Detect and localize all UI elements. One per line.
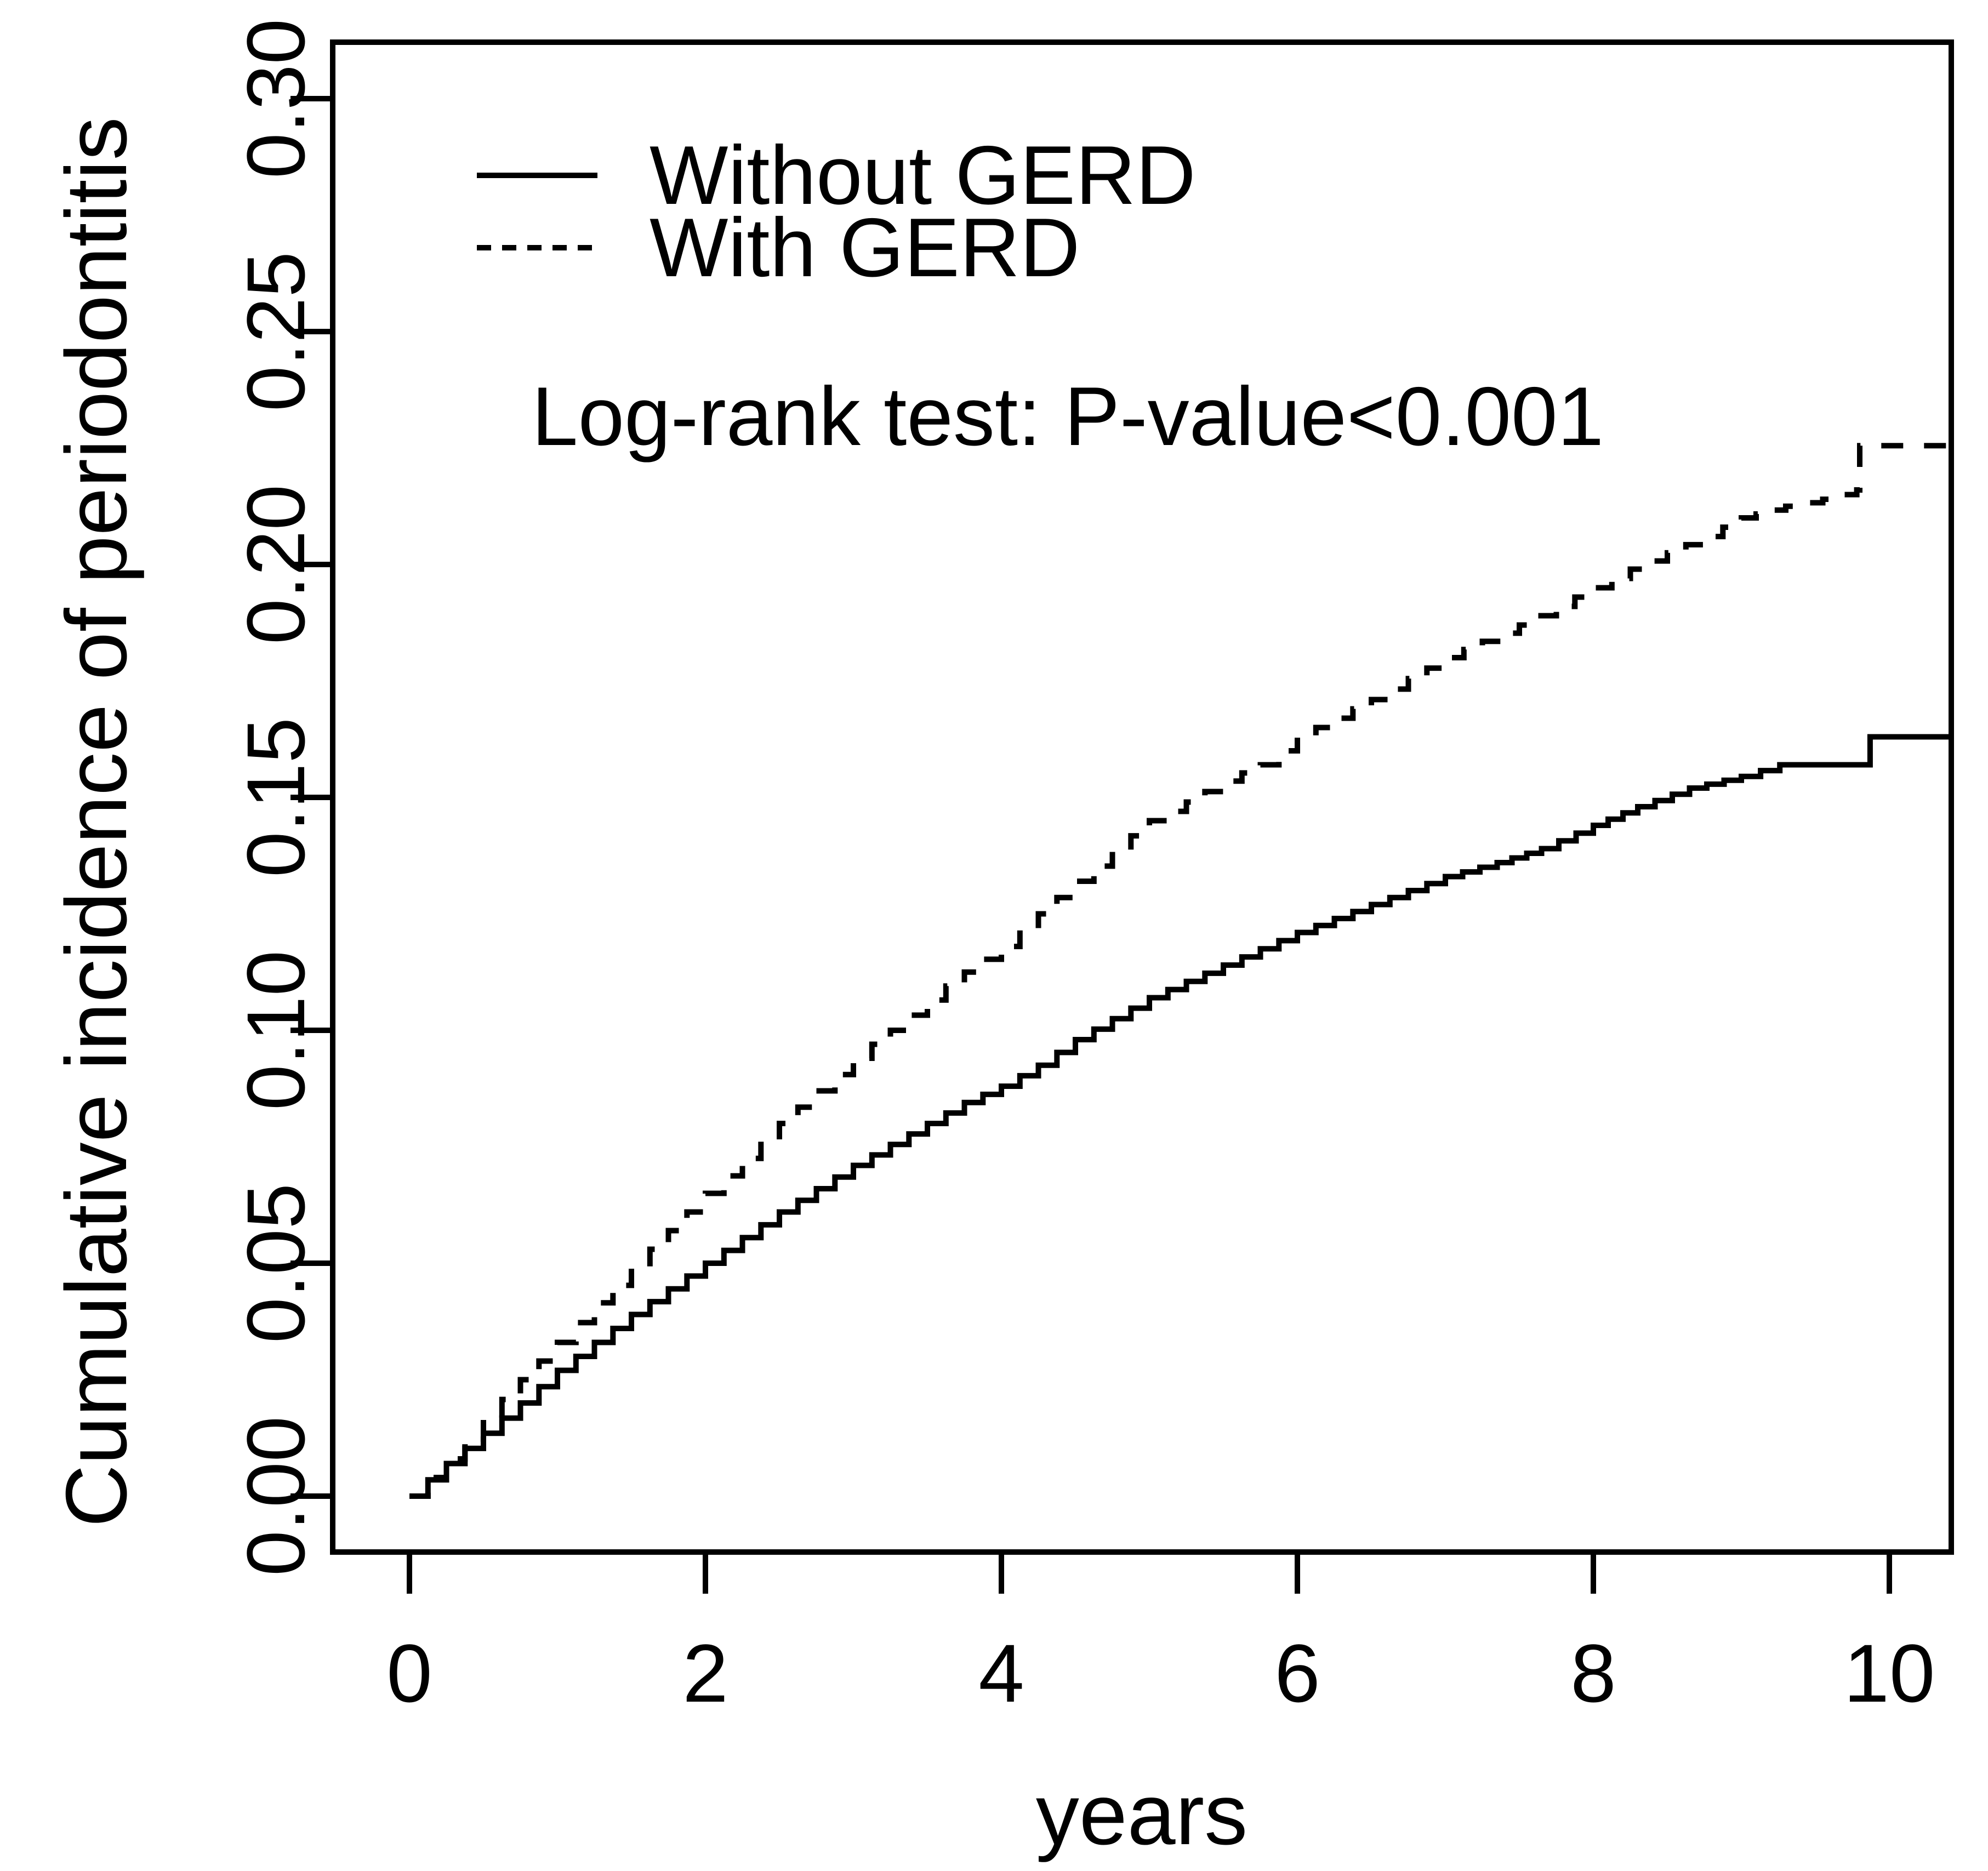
legend-label-without-gerd: Without GERD: [650, 129, 1196, 222]
data-curves: [409, 443, 1952, 1499]
x-tick-label: 4: [978, 1627, 1024, 1719]
y-tick-label: 0.20: [230, 484, 322, 644]
y-axis-ticks: 0.00 0.05 0.10 0.15 0.20 0.25 0.30: [230, 19, 333, 1576]
y-tick-label: 0.10: [230, 950, 322, 1110]
y-tick-label: 0.25: [230, 252, 322, 412]
y-tick-label: 0.30: [230, 19, 322, 179]
x-tick-label: 2: [682, 1627, 728, 1719]
legend-label-with-gerd: With GERD: [650, 201, 1080, 294]
curve-with-gerd: [409, 443, 1952, 1499]
curve-without-gerd: [409, 734, 1952, 1499]
y-tick-label: 0.05: [230, 1183, 322, 1343]
plot-box: [330, 39, 1954, 1555]
x-tick-label: 8: [1570, 1627, 1616, 1719]
log-rank-annotation: Log-rank test: P-value<0.001: [532, 370, 1604, 463]
legend: Without GERD With GERD: [477, 129, 1196, 294]
y-tick-label: 0.15: [230, 717, 322, 877]
x-axis-ticks: 0 2 4 6 8 10: [386, 1552, 1935, 1719]
y-tick-label: 0.00: [230, 1416, 322, 1576]
x-tick-label: 0: [386, 1627, 432, 1719]
x-tick-label: 6: [1274, 1627, 1320, 1719]
x-tick-label: 10: [1844, 1627, 1935, 1719]
y-axis-title: Cumulative incidence of periodontitis: [48, 117, 145, 1527]
x-axis-title: years: [1036, 1766, 1248, 1863]
